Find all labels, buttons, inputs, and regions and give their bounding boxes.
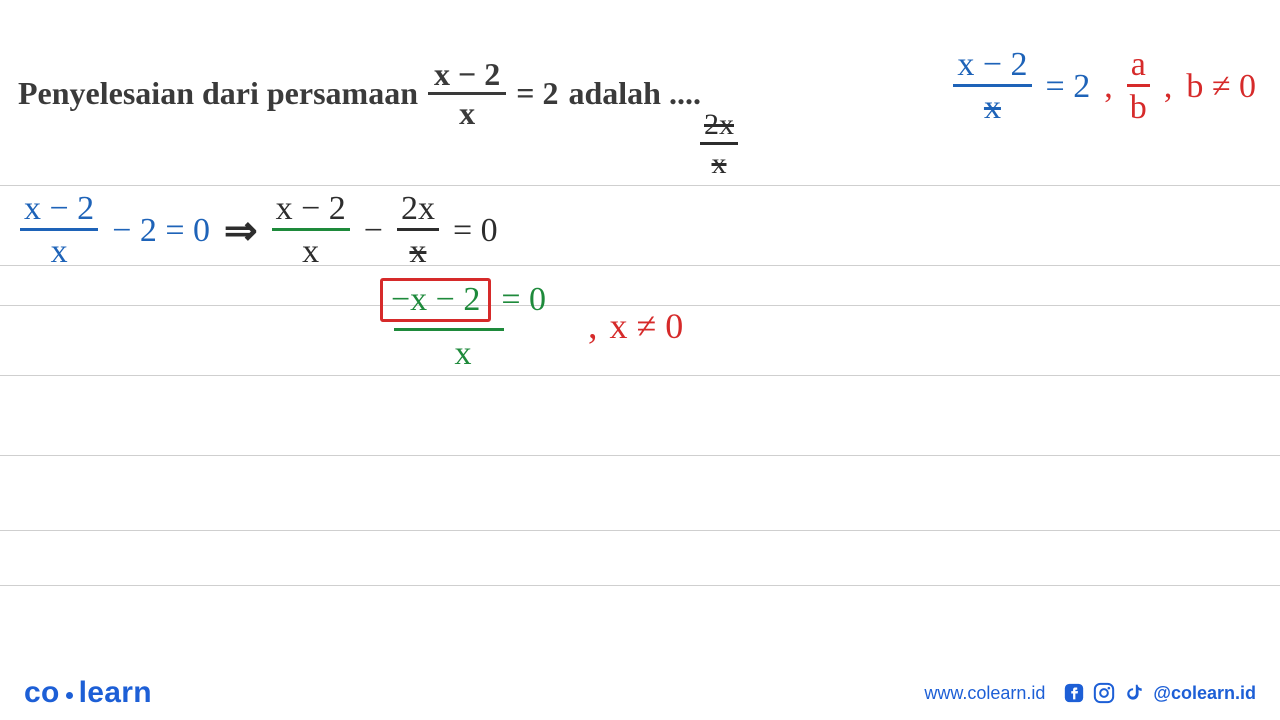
- tr-cond: b ≠ 0: [1186, 68, 1256, 106]
- s2-box: −x − 2: [380, 278, 491, 322]
- tr-comma1: ,: [1104, 68, 1113, 106]
- rule-line: [0, 375, 1280, 376]
- xx-num: 2x: [700, 110, 738, 145]
- question-fraction: x − 2 x: [428, 58, 506, 129]
- footer-handle: @colearn.id: [1153, 683, 1256, 704]
- s2-fracbar: [394, 328, 504, 331]
- facebook-icon: [1063, 682, 1085, 704]
- footer-url: www.colearn.id: [924, 683, 1045, 704]
- tr-eq: = 2: [1046, 68, 1091, 106]
- question-frac-num: x − 2: [428, 58, 506, 95]
- brand-logo: colearn: [24, 676, 152, 710]
- instagram-icon: [1093, 682, 1115, 704]
- question-text: Penyelesaian dari persamaan x − 2 x = 2 …: [18, 58, 701, 129]
- s1-f2-den: x: [302, 235, 319, 269]
- rule-line: [0, 585, 1280, 586]
- s1-arrow: ⇒: [224, 207, 258, 254]
- tr-frac-num: x − 2: [953, 48, 1031, 87]
- footer: colearn www.colearn.id @colearn.id: [0, 666, 1280, 720]
- tiktok-icon: [1123, 682, 1145, 704]
- rule-line: [0, 530, 1280, 531]
- s1-f3-num: 2x: [397, 192, 439, 231]
- step-2: −x − 2 = 0 x , x ≠ 0: [380, 278, 683, 373]
- s2-cond: x ≠ 0: [610, 305, 684, 347]
- top-right-note: x − 2 x = 2 , a b , b ≠ 0: [953, 48, 1256, 125]
- s1-f3-den: x: [409, 235, 426, 269]
- step-1: x − 2 x − 2 = 0 ⇒ x − 2 x − 2x x = 0: [20, 192, 498, 269]
- annot-2x-over-x: 2x x: [700, 108, 738, 179]
- footer-right: www.colearn.id @colearn.id: [924, 682, 1256, 704]
- question-eq: = 2: [516, 75, 558, 112]
- question-frac-den: x: [459, 95, 475, 129]
- s2-den: x: [455, 335, 472, 373]
- tr-a: a: [1127, 48, 1150, 87]
- s1-f1-den: x: [51, 235, 68, 269]
- s1-eq0: = 0: [453, 212, 498, 250]
- question-suffix: adalah ....: [568, 75, 700, 112]
- social-handle: @colearn.id: [1063, 682, 1256, 704]
- s1-minus2: −: [364, 212, 383, 250]
- question-prefix: Penyelesaian dari persamaan: [18, 75, 418, 112]
- rule-line: [0, 185, 1280, 186]
- tr-frac-den: x: [984, 91, 1001, 125]
- rule-line: [0, 455, 1280, 456]
- s2-comma: ,: [588, 304, 598, 348]
- s2-eq0: = 0: [501, 281, 546, 319]
- s1-f2-num: x − 2: [272, 192, 350, 231]
- s1-f1-num: x − 2: [20, 192, 98, 231]
- tr-comma2: ,: [1164, 68, 1173, 106]
- logo-part-b: learn: [79, 676, 152, 709]
- s1-minus: − 2 = 0: [112, 212, 210, 250]
- logo-dot-icon: [66, 692, 73, 699]
- xx-den: x: [712, 149, 727, 179]
- logo-part-a: co: [24, 676, 60, 709]
- tr-b: b: [1130, 91, 1147, 125]
